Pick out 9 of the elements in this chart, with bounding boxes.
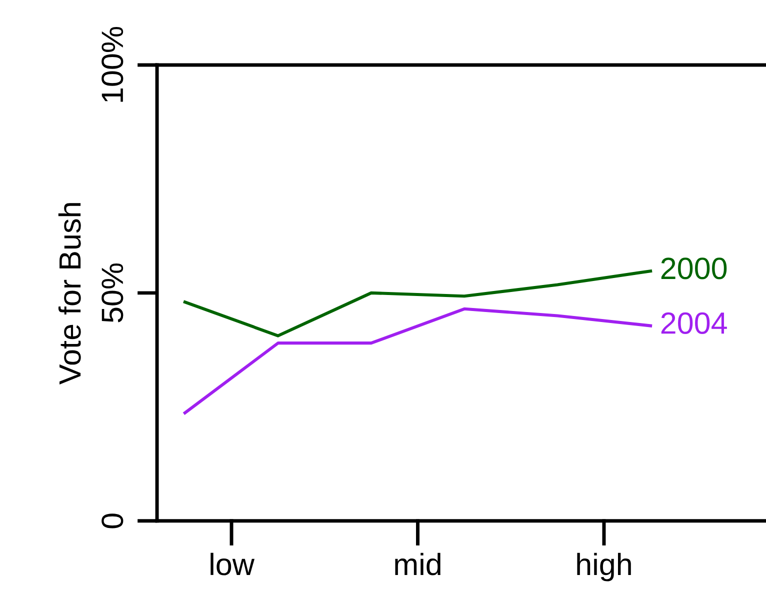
text: low [210, 552, 255, 576]
y-axis-title: Vote for Bush [58, 203, 81, 385]
y-tick-label: 50% [102, 263, 124, 322]
text: mid [395, 552, 440, 576]
series-label: 2004 [661, 312, 727, 334]
series-label: 2000 [661, 258, 727, 280]
y-tick-label: 100% [102, 26, 124, 102]
y-tick-label: 0 [102, 514, 124, 528]
text: high [577, 552, 631, 582]
